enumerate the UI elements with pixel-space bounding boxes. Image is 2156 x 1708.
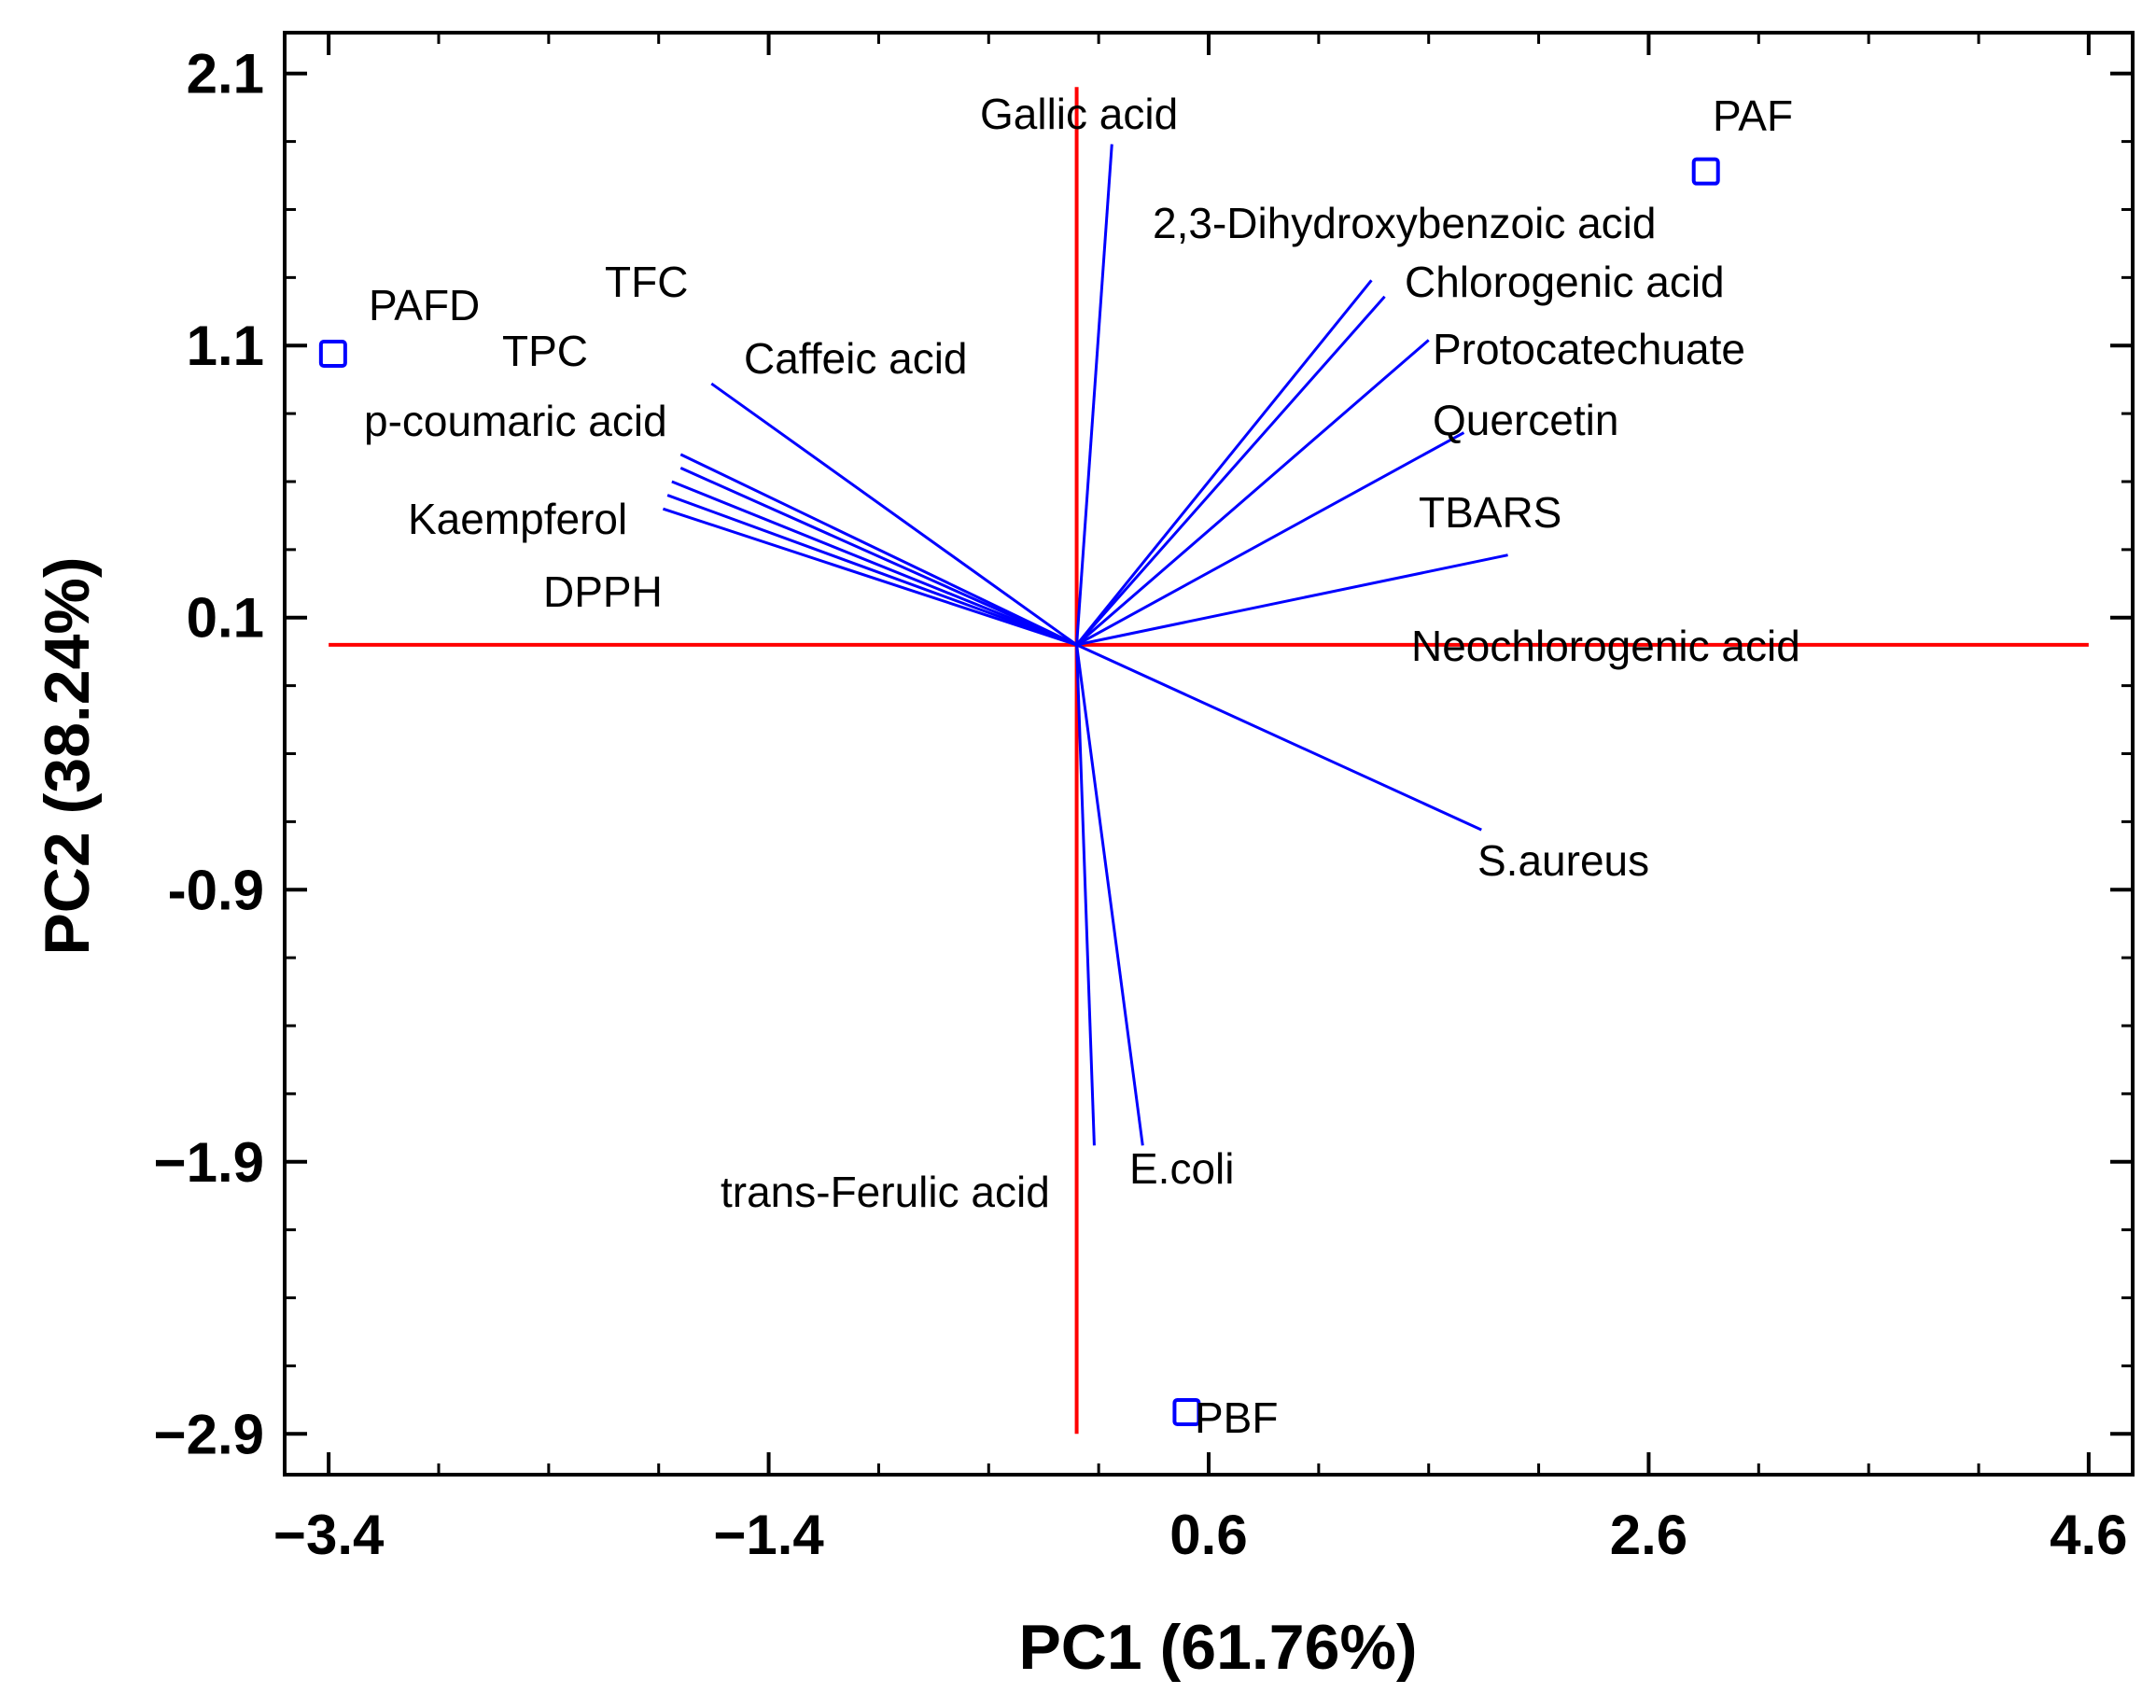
x-axis-title: PC1 (61.76%): [1018, 1612, 1417, 1683]
vector-s-aureus: [1075, 643, 1482, 832]
label-chlorogenic-acid: Chlorogenic acid: [1405, 258, 1725, 306]
vector-tbars: [1076, 553, 1508, 647]
reference-lines: [329, 87, 2089, 1435]
vector-trans-ferulic-acid: [1075, 644, 1096, 1146]
marker-paf: [1691, 157, 1720, 186]
x-tick-label: 4.6: [2050, 1504, 2127, 1566]
vector-caffeic-acid: [710, 382, 1078, 647]
label-pbf: PBF: [1195, 1393, 1278, 1442]
label-e-coli: E.coli: [1129, 1144, 1234, 1193]
y-tick-label: 2.1: [187, 43, 264, 105]
marker-pafd: [318, 339, 347, 368]
label-pafd: PAFD: [369, 281, 480, 329]
label-protocatechuate: Protocatechuate: [1433, 325, 1745, 373]
x-tick-label: 0.6: [1169, 1504, 1247, 1566]
x-tick-label: −1.4: [713, 1504, 824, 1566]
label-tfc: TFC: [605, 258, 688, 306]
label-trans-ferulic-acid: trans-Ferulic acid: [721, 1168, 1050, 1216]
y-tick-label: 1.1: [187, 315, 264, 377]
observation-markers: [318, 157, 1720, 1426]
axis-ticks: −3.4 −1.4 0.6 2.6 4.6 2.1 1.1 0.1 -0.9 −1.9 −2.9: [154, 33, 2133, 1566]
observation-labels: PAFD PAF PBF: [369, 91, 1793, 1442]
label-dpph: DPPH: [543, 567, 663, 616]
vector-e-coli: [1075, 644, 1144, 1146]
vector-2-3-dihydroxybenzoic-acid: [1075, 279, 1373, 646]
vector-quercetin: [1075, 431, 1465, 647]
marker-pbf: [1172, 1397, 1201, 1426]
label-s-aureus: S.aureus: [1477, 836, 1649, 885]
vector-tpc: [679, 467, 1078, 647]
plot-frame: [283, 31, 2135, 1477]
vector-kaempferol: [666, 494, 1078, 647]
label-tbars: TBARS: [1419, 488, 1561, 537]
vector-dpph: [662, 507, 1078, 647]
label-quercetin: Quercetin: [1433, 396, 1618, 444]
y-tick-label: 0.1: [187, 587, 264, 650]
label-tpc: TPC: [502, 327, 588, 375]
label-paf: PAF: [1713, 91, 1793, 140]
label-kaempferol: Kaempferol: [408, 495, 627, 543]
label-dihydroxybenzoic-acid: 2,3-Dihydroxybenzoic acid: [1153, 199, 1657, 247]
y-tick-label: −1.9: [154, 1131, 264, 1194]
label-caffeic-acid: Caffeic acid: [744, 334, 968, 383]
label-neochlorogenic-acid: Neochlorogenic acid: [1411, 622, 1800, 670]
loading-vectors: [662, 144, 1508, 1146]
vector-gallic-acid: [1075, 144, 1113, 646]
y-tick-label: −2.9: [154, 1403, 264, 1465]
variable-labels: Gallic acid 2,3-Dihydroxybenzoic acid Ch…: [364, 90, 1800, 1216]
vector-chlorogenic-acid: [1075, 295, 1386, 646]
y-axis-title: PC2 (38.24%): [32, 556, 103, 955]
label-p-coumaric-acid: p-coumaric acid: [364, 397, 667, 445]
x-tick-label: −3.4: [273, 1504, 385, 1566]
x-tick-label: 2.6: [1610, 1504, 1687, 1566]
vector-p-coumaric-acid: [671, 480, 1078, 647]
vector-protocatechuate: [1075, 339, 1430, 647]
label-gallic-acid: Gallic acid: [980, 90, 1178, 138]
vector-tfc: [679, 453, 1078, 647]
y-tick-label: -0.9: [168, 859, 264, 921]
